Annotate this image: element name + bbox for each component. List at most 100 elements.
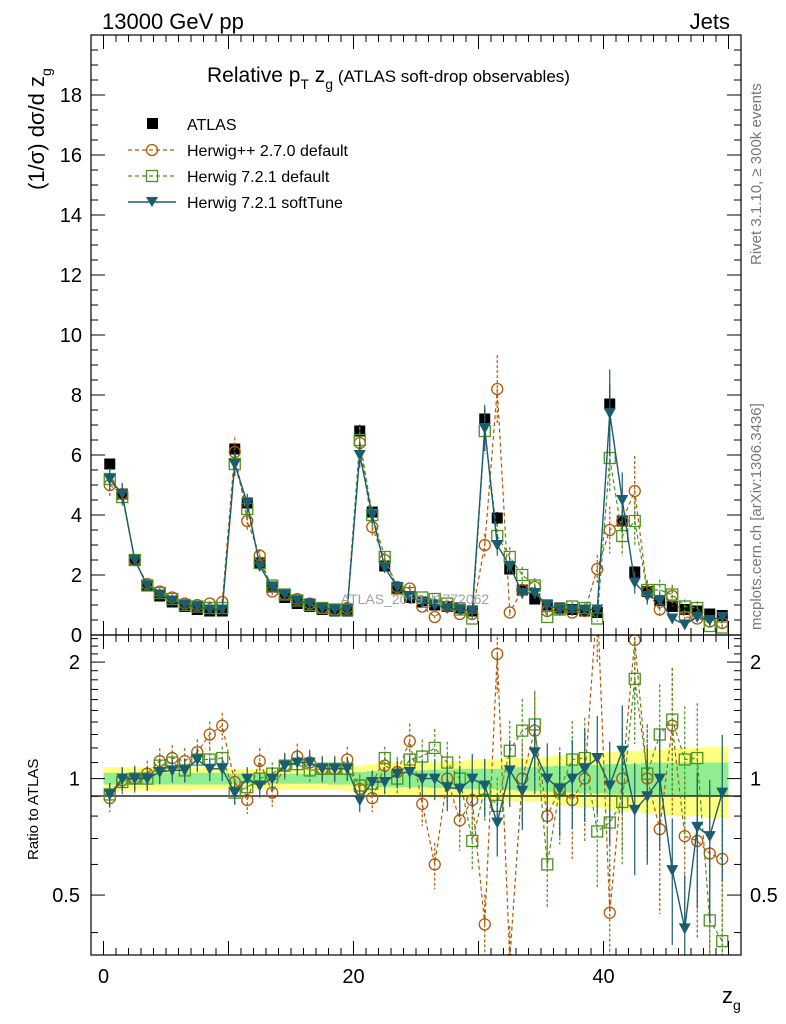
- data-point: [466, 606, 479, 617]
- data-point: [278, 589, 291, 601]
- data-point: [116, 489, 129, 500]
- data-point: [691, 821, 704, 833]
- data-point: [666, 865, 679, 877]
- y-axis-label-sub: g: [38, 68, 54, 76]
- legend-item-softtune: Herwig 7.2.1 softTune: [128, 195, 343, 212]
- plot-title-mid: z: [309, 64, 325, 87]
- data-point: [628, 635, 641, 647]
- plot-title-sub-t: T: [300, 76, 309, 92]
- data-point: [216, 763, 229, 775]
- data-point: [178, 765, 191, 777]
- data-point: [366, 776, 379, 788]
- data-point: [241, 498, 254, 509]
- y-tick-label: 14: [60, 205, 82, 227]
- band-inner-segment: [291, 773, 304, 784]
- legend-label-atlas: ATLAS: [187, 117, 237, 134]
- y-tick-label: 16: [60, 145, 82, 167]
- data-point: [516, 588, 529, 599]
- data-point: [603, 906, 616, 919]
- data-point: [278, 760, 291, 772]
- legend-marker-atlas: [147, 118, 158, 129]
- data-point: [716, 612, 729, 623]
- y-axis-label: (1/σ) dσ/d zg: [24, 68, 54, 190]
- data-point: [453, 783, 466, 795]
- legend-item-herwig721: Herwig 7.2.1 default: [128, 169, 330, 186]
- data-point: [491, 512, 503, 524]
- x-tick-label: 20: [342, 966, 364, 988]
- ratio-y-tick-label: 2: [69, 652, 80, 674]
- data-point: [191, 754, 204, 766]
- data-point: [378, 776, 391, 788]
- data-point: [716, 935, 729, 948]
- data-point: [203, 604, 216, 616]
- data-point: [653, 773, 666, 785]
- x-tick-label: 40: [592, 966, 614, 988]
- data-point: [116, 773, 129, 785]
- data-point: [428, 858, 441, 871]
- data-point: [378, 751, 391, 765]
- ratio-y-tick-label-right: 1: [750, 769, 761, 791]
- y-tick-label: 0: [71, 625, 82, 647]
- x-axis-label-text: z: [722, 983, 733, 1008]
- header-right: Jets: [690, 9, 730, 34]
- data-point: [691, 605, 703, 617]
- data-point: [678, 829, 691, 843]
- data-point: [628, 577, 641, 589]
- data-point: [103, 789, 116, 801]
- data-point: [716, 787, 729, 799]
- data-point: [303, 757, 316, 769]
- band-inner-segment: [228, 773, 241, 784]
- data-point: [678, 923, 691, 935]
- data-point: [628, 672, 641, 686]
- data-point: [666, 713, 679, 726]
- data-point: [191, 601, 204, 613]
- data-point: [616, 745, 629, 757]
- data-point: [141, 773, 154, 785]
- y-tick-label: 12: [60, 265, 82, 287]
- data-point: [253, 780, 266, 792]
- data-point: [541, 773, 554, 785]
- data-point: [391, 582, 404, 593]
- data-point: [628, 514, 641, 528]
- data-point: [403, 591, 416, 602]
- data-point: [578, 604, 591, 616]
- data-point: [166, 595, 179, 607]
- data-point: [216, 604, 229, 616]
- data-point: [241, 793, 254, 807]
- header-left: 13000 GeV pp: [102, 9, 244, 34]
- data-point: [491, 382, 504, 396]
- data-point: [491, 647, 504, 661]
- ratio-y-tick-label: 1: [69, 769, 80, 791]
- data-point: [316, 763, 329, 775]
- legend-marker-softtune: [146, 197, 158, 207]
- data-point: [691, 612, 704, 623]
- data-point: [703, 615, 716, 626]
- data-point: [516, 568, 529, 582]
- data-point: [653, 595, 666, 607]
- data-point: [678, 753, 691, 766]
- legend-marker-herwig721: [145, 169, 159, 183]
- data-point: [603, 780, 616, 792]
- ratio-series-herwig-7-2-1-softtune: [103, 705, 729, 955]
- data-point: [428, 773, 441, 785]
- data-point: [328, 604, 341, 616]
- y-tick-label: 10: [60, 325, 82, 347]
- watermark: ATLAS_2019_I1772062: [341, 591, 490, 607]
- y-axis-label-text: (1/σ) dσ/d z: [24, 76, 49, 190]
- data-point: [166, 765, 179, 777]
- legend-label-herwigpp: Herwig++ 2.7.0 default: [187, 143, 349, 160]
- data-point: [141, 580, 154, 592]
- y-tick-label: 2: [71, 565, 82, 587]
- data-point: [341, 763, 354, 775]
- side-label-rivet: Rivet 3.1.10, ≥ 300k events: [748, 83, 765, 265]
- data-point: [603, 523, 616, 537]
- ratio-y-tick-label: 0.5: [52, 885, 80, 907]
- data-point: [216, 719, 229, 732]
- plot-title: Relative pT zg (ATLAS soft-drop observab…: [207, 64, 570, 92]
- x-tick-label: 0: [98, 966, 109, 988]
- data-point: [591, 753, 604, 765]
- data-point: [266, 773, 279, 785]
- data-point: [478, 423, 491, 434]
- data-point: [416, 797, 429, 811]
